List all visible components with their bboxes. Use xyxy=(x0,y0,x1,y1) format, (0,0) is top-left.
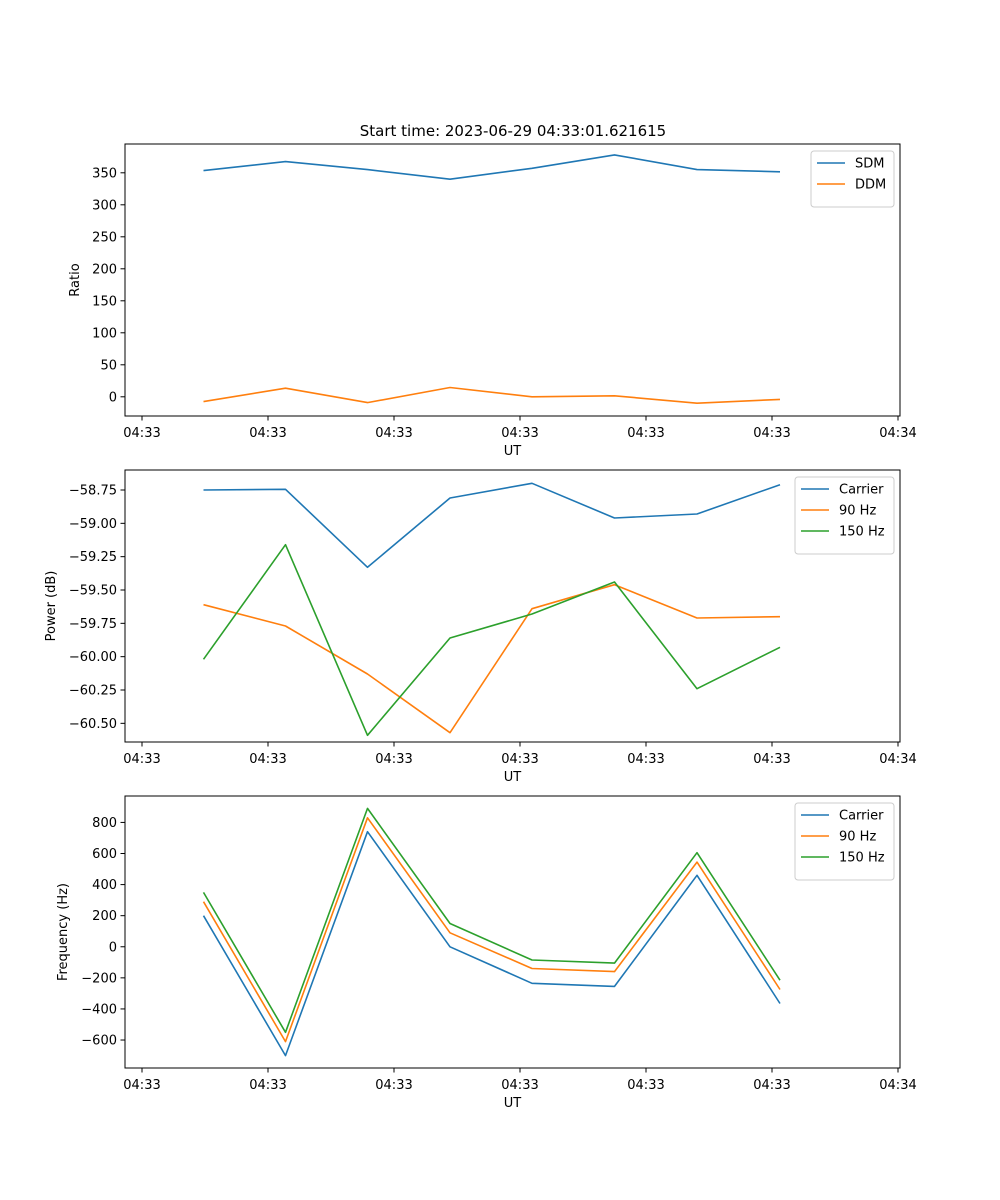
figure-title: Start time: 2023-06-29 04:33:01.621615 xyxy=(360,122,666,140)
legend-label: Carrier xyxy=(839,483,884,498)
y-axis-label: Frequency (Hz) xyxy=(56,883,71,981)
y-tick-label: −59.25 xyxy=(69,550,117,565)
series-line-ddm xyxy=(203,386,781,405)
y-tick-label: −400 xyxy=(81,1002,117,1017)
legend-label: 150 Hz xyxy=(839,525,885,540)
y-tick-label: −200 xyxy=(81,971,117,986)
y-tick-label: 100 xyxy=(92,326,117,341)
y-tick-label: −600 xyxy=(81,1034,117,1049)
x-tick-label: 04:34 xyxy=(879,1078,916,1093)
y-tick-label: 50 xyxy=(100,358,117,373)
y-tick-label: −60.50 xyxy=(69,717,117,732)
series-line-90-hz xyxy=(202,816,781,1043)
x-tick-label: 04:33 xyxy=(753,752,790,767)
axes-frame xyxy=(124,795,901,1069)
legend: Carrier 90 Hz 150 Hz xyxy=(794,802,895,881)
legend: Carrier 90 Hz 150 Hz xyxy=(794,476,895,555)
x-tick-label: 04:33 xyxy=(501,1078,538,1093)
y-tick-label: 400 xyxy=(92,878,117,893)
x-tick-label: 04:33 xyxy=(375,1078,412,1093)
x-tick-label: 04:33 xyxy=(627,426,664,441)
x-tick-label: 04:33 xyxy=(123,1078,160,1093)
panel-1: 04:33 04:33 04:33 04:33 04:33 04:33 04:34 UT 0 50… xyxy=(68,143,917,459)
x-tick-label: 04:33 xyxy=(753,426,790,441)
series-line-150-hz xyxy=(202,543,781,737)
legend-label: SDM xyxy=(855,157,884,172)
axes-frame xyxy=(124,469,901,743)
y-tick-label: 0 xyxy=(109,390,117,405)
x-tick-label: 04:34 xyxy=(879,752,916,767)
axes-frame xyxy=(124,143,901,417)
legend-label: DDM xyxy=(855,178,886,193)
legend-box xyxy=(794,802,895,881)
y-tick-label: −60.00 xyxy=(69,650,117,665)
legend: SDM DDM xyxy=(810,150,895,208)
x-tick-label: 04:34 xyxy=(879,426,916,441)
y-tick-label: 350 xyxy=(92,166,117,181)
x-tick-label: 04:33 xyxy=(501,426,538,441)
x-axis-label: UT xyxy=(504,770,522,785)
legend-label: Carrier xyxy=(839,809,884,824)
panel-2: 04:33 04:33 04:33 04:33 04:33 04:33 04:34 UT −58… xyxy=(44,469,917,785)
y-tick-label: 200 xyxy=(92,909,117,924)
x-tick-label: 04:33 xyxy=(375,752,412,767)
y-tick-label: −59.50 xyxy=(69,584,117,599)
y-tick-label: −59.75 xyxy=(69,617,117,632)
legend-label: 90 Hz xyxy=(839,830,876,845)
y-tick-label: 200 xyxy=(92,262,117,277)
x-axis-label: UT xyxy=(504,1096,522,1111)
series-line-150-hz xyxy=(202,807,781,1034)
y-tick-label: 800 xyxy=(92,816,117,831)
y-axis-label: Ratio xyxy=(68,263,83,296)
legend-label: 150 Hz xyxy=(839,851,885,866)
x-tick-label: 04:33 xyxy=(123,752,160,767)
x-tick-label: 04:33 xyxy=(249,752,286,767)
y-tick-label: 300 xyxy=(92,198,117,213)
y-tick-label: −59.00 xyxy=(69,517,117,532)
series-line-carrier xyxy=(202,830,781,1057)
legend-label: 90 Hz xyxy=(839,504,876,519)
x-tick-label: 04:33 xyxy=(375,426,412,441)
x-tick-label: 04:33 xyxy=(249,426,286,441)
y-tick-label: 600 xyxy=(92,847,117,862)
panel-3: 04:33 04:33 04:33 04:33 04:33 04:33 04:34 UT −60… xyxy=(56,795,917,1111)
legend-box xyxy=(810,150,895,208)
plot-panels: 04:33 04:33 04:33 04:33 04:33 04:33 04:34 UT 0 50… xyxy=(44,143,917,1111)
x-tick-label: 04:33 xyxy=(627,752,664,767)
series-line-sdm xyxy=(203,154,781,180)
y-tick-label: 150 xyxy=(92,294,117,309)
y-tick-label: 250 xyxy=(92,230,117,245)
x-tick-label: 04:33 xyxy=(123,426,160,441)
y-tick-label: −60.25 xyxy=(69,684,117,699)
y-tick-label: 0 xyxy=(109,940,117,955)
legend-box xyxy=(794,476,895,555)
y-tick-label: −58.75 xyxy=(69,484,117,499)
series-line-carrier xyxy=(203,482,781,569)
x-tick-label: 04:33 xyxy=(501,752,538,767)
x-tick-label: 04:33 xyxy=(627,1078,664,1093)
x-tick-label: 04:33 xyxy=(249,1078,286,1093)
y-axis-label: Power (dB) xyxy=(44,571,59,642)
x-axis-label: UT xyxy=(504,444,522,459)
x-tick-label: 04:33 xyxy=(753,1078,790,1093)
series-line-90-hz xyxy=(203,583,781,734)
